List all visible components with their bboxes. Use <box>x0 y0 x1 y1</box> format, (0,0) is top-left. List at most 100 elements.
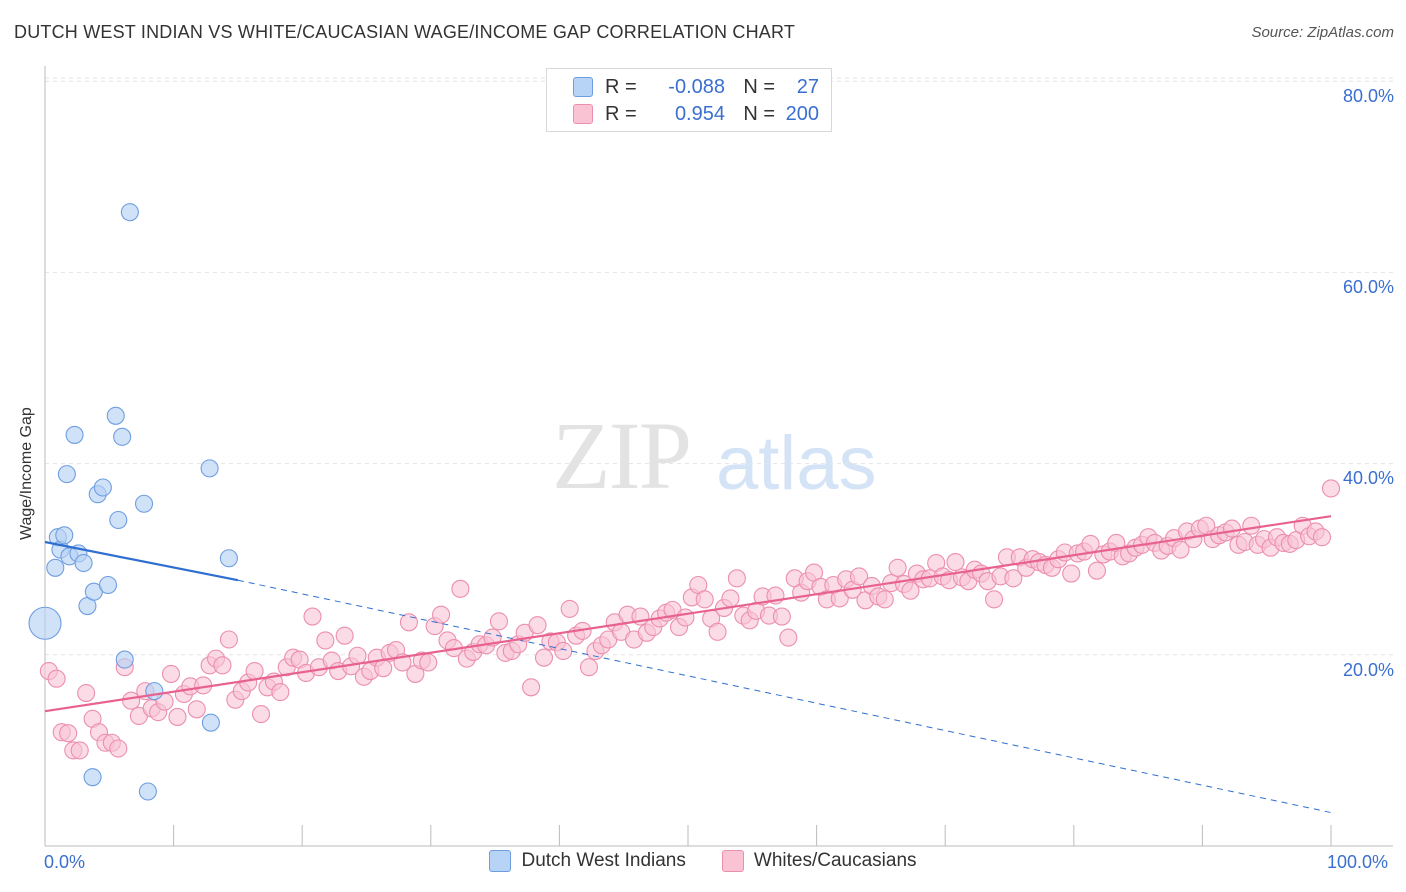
point-whites-caucasians <box>875 590 894 609</box>
point-whites-caucasians <box>213 656 232 675</box>
point-dutch-west-indians <box>46 558 65 577</box>
point-dutch-west-indians <box>145 682 164 701</box>
series-legend: Dutch West Indians Whites/Caucasians <box>0 850 1406 872</box>
point-whites-caucasians <box>271 683 290 702</box>
point-whites-caucasians <box>316 631 335 650</box>
point-whites-caucasians <box>528 616 547 635</box>
point-whites-caucasians <box>374 659 393 678</box>
y-tick-label-80: 80.0% <box>1342 86 1394 106</box>
point-whites-caucasians <box>1242 516 1261 535</box>
point-dutch-west-indians <box>65 425 84 444</box>
pink-swatch <box>573 104 593 124</box>
point-whites-caucasians <box>579 658 599 677</box>
y-axis-label: Wage/Income Gap <box>18 407 35 540</box>
point-whites-caucasians <box>47 669 66 688</box>
series-legend-whites-caucasians[interactable]: Whites/Caucasians <box>721 850 917 872</box>
point-whites-caucasians <box>70 741 89 760</box>
series-legend-label: Dutch West Indians <box>521 850 686 871</box>
point-whites-caucasians <box>1062 564 1081 583</box>
legend-n-value: 27 <box>796 75 819 98</box>
trendline-dutch-west-indians <box>44 540 239 582</box>
point-whites-caucasians <box>348 646 367 665</box>
point-dutch-west-indians <box>201 713 220 732</box>
legend-n-label: N = <box>743 75 775 98</box>
blue-swatch <box>573 77 593 97</box>
point-whites-caucasians <box>1171 540 1190 559</box>
point-dutch-west-indians <box>106 406 125 425</box>
y-tick-label-40: 40.0% <box>1342 468 1394 488</box>
legend-row-dutch-west-indians: R = -0.088 N = 27 <box>573 74 819 100</box>
point-whites-caucasians <box>1321 479 1341 498</box>
point-whites-caucasians <box>849 567 869 586</box>
point-dutch-west-indians <box>120 203 139 222</box>
point-whites-caucasians <box>161 664 181 683</box>
x-min-label: 0.0% <box>44 852 86 872</box>
x-max-label: 100.0% <box>1327 852 1389 872</box>
point-whites-caucasians <box>676 608 695 627</box>
point-whites-caucasians <box>187 700 206 719</box>
point-whites-caucasians <box>335 626 354 645</box>
point-dutch-west-indians <box>219 549 238 568</box>
legend-row-whites-caucasians: R = 0.954 N = 200 <box>573 101 819 127</box>
point-whites-caucasians <box>451 579 470 598</box>
point-whites-caucasians <box>1004 569 1023 588</box>
point-whites-caucasians <box>554 641 573 661</box>
point-whites-caucasians <box>251 705 271 724</box>
y-tick-label-20: 20.0% <box>1342 660 1394 680</box>
point-whites-caucasians <box>77 683 96 703</box>
point-whites-caucasians <box>721 589 740 608</box>
series-legend-dutch-west-indians[interactable]: Dutch West Indians <box>489 850 686 872</box>
point-whites-caucasians <box>432 605 451 624</box>
point-whites-caucasians <box>946 553 965 572</box>
legend-n-value: 200 <box>785 102 819 125</box>
point-dutch-west-indians <box>134 494 154 513</box>
point-whites-caucasians <box>779 628 798 647</box>
point-whites-caucasians <box>772 607 791 626</box>
point-whites-caucasians <box>419 653 438 672</box>
point-whites-caucasians <box>1312 528 1332 547</box>
series-legend-label: Whites/Caucasians <box>753 850 917 871</box>
trendline-whites-caucasians <box>44 515 1332 713</box>
point-whites-caucasians <box>522 678 541 697</box>
point-whites-caucasians <box>985 590 1004 609</box>
point-whites-caucasians <box>168 707 187 726</box>
point-dutch-west-indians <box>109 510 128 530</box>
blue-swatch <box>489 850 512 872</box>
point-whites-caucasians <box>888 558 907 577</box>
point-dutch-west-indians <box>200 459 219 478</box>
legend-r-label: R = <box>605 102 637 125</box>
point-whites-caucasians <box>901 581 920 600</box>
point-whites-caucasians <box>489 612 509 631</box>
correlation-legend: R = -0.088 N = 27 R = 0.954 N = 200 <box>546 68 832 132</box>
legend-n-label: N = <box>743 102 775 125</box>
point-whites-caucasians <box>1222 519 1242 538</box>
point-whites-caucasians <box>109 739 128 758</box>
point-whites-caucasians <box>219 630 238 649</box>
legend-r-value: -0.088 <box>668 75 725 98</box>
point-whites-caucasians <box>245 662 264 681</box>
point-whites-caucasians <box>727 569 746 588</box>
point-whites-caucasians <box>560 599 579 618</box>
point-whites-caucasians <box>399 613 418 632</box>
point-dutch-west-indians <box>115 650 134 669</box>
point-whites-caucasians <box>695 590 714 609</box>
point-dutch-west-indians <box>138 782 157 801</box>
point-dutch-west-indians <box>55 526 74 545</box>
point-dutch-west-indians <box>83 768 102 787</box>
y-tick-label-60: 60.0% <box>1342 277 1394 297</box>
point-dutch-west-indians <box>98 575 118 595</box>
point-whites-caucasians <box>303 607 322 626</box>
point-dutch-west-indians <box>93 478 112 497</box>
pink-swatch <box>721 850 744 872</box>
legend-r-value: 0.954 <box>674 102 725 125</box>
source-label: Source: ZipAtlas.com <box>1251 24 1394 41</box>
point-whites-caucasians <box>534 648 554 667</box>
point-dutch-west-indians <box>74 553 93 573</box>
point-dutch-west-indians <box>57 465 76 484</box>
legend-r-label: R = <box>605 75 637 98</box>
point-whites-caucasians <box>59 724 78 743</box>
point-dutch-west-indians <box>113 427 132 446</box>
watermark-zip: ZIP <box>552 402 692 509</box>
chart-title: DUTCH WEST INDIAN VS WHITE/CAUCASIAN WAG… <box>14 22 796 42</box>
